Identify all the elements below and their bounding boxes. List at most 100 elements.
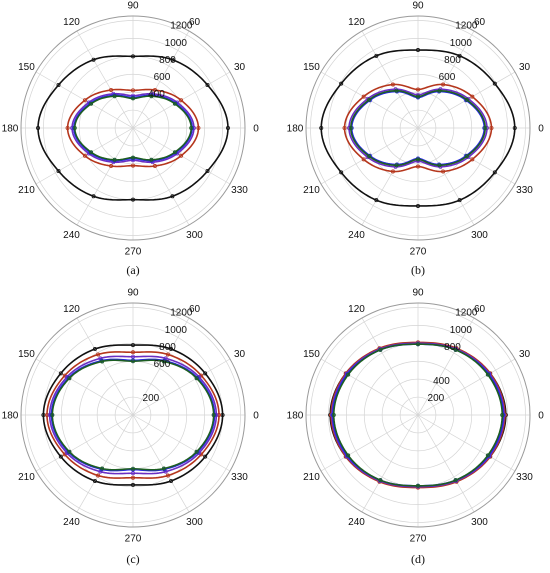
angle-tick-label: 150 (18, 349, 35, 360)
data-point (130, 466, 135, 471)
angle-tick-label: 0 (538, 411, 544, 422)
data-point (203, 454, 208, 459)
angle-tick-label: 120 (348, 17, 365, 28)
data-point (217, 412, 222, 417)
data-point (453, 347, 458, 352)
radial-tick-label: 600 (439, 72, 456, 83)
angle-tick-label: 240 (348, 517, 365, 528)
data-point (415, 342, 420, 347)
angular-gridline (417, 358, 516, 416)
data-point (65, 126, 70, 131)
data-point (130, 359, 135, 364)
data-point (415, 48, 420, 53)
angle-tick-label: 30 (234, 62, 246, 73)
radial-tick-label: 1200 (170, 308, 193, 319)
radial-tick-label: 200 (428, 393, 445, 404)
data-point (415, 94, 420, 99)
data-point (483, 126, 488, 131)
angle-tick-label: 60 (474, 304, 486, 315)
polar-boundary (20, 15, 246, 241)
data-point (82, 98, 87, 103)
polar-panel-3: 200 600 800 1000 1200 0 30 60 90 120 150 180 210 240 2… (2, 288, 260, 567)
data-point (130, 343, 135, 348)
angular-gridline (132, 358, 231, 416)
radial-tick-label: 800 (159, 342, 176, 353)
angle-tick-label: 240 (63, 517, 80, 528)
data-point (194, 376, 199, 381)
data-point (91, 57, 96, 62)
polar-panel-4: 200 400 800 1000 1200 0 30 60 90 120 150 180 210 240 2… (287, 288, 545, 567)
data-point (179, 98, 184, 103)
angle-tick-label: 0 (538, 124, 544, 135)
angle-tick-label: 180 (2, 411, 19, 422)
radial-tick-label: 1200 (455, 21, 478, 32)
angle-tick-label: 150 (303, 62, 320, 73)
data-point (89, 150, 94, 155)
data-point (367, 154, 372, 159)
data-point (130, 155, 135, 160)
data-point (100, 359, 105, 364)
data-point (165, 473, 170, 478)
data-point (457, 53, 462, 58)
data-point (394, 163, 399, 168)
angle-tick-label: 30 (519, 62, 531, 73)
data-point (130, 475, 135, 480)
panel-label: (c) (126, 552, 139, 566)
angle-tick-label: 240 (63, 230, 80, 241)
angle-tick-label: 180 (287, 124, 304, 135)
angle-tick-label: 180 (2, 124, 19, 135)
data-point (152, 164, 157, 169)
angular-gridline (361, 30, 419, 129)
angular-gridline (417, 317, 475, 416)
data-point (189, 126, 194, 131)
data-point (485, 372, 490, 377)
data-point (36, 126, 41, 131)
data-point (67, 376, 72, 381)
data-point (130, 163, 135, 168)
radial-tick-label: 600 (154, 359, 171, 370)
data-point (112, 157, 117, 162)
angle-tick-label: 120 (63, 17, 80, 28)
polar-boundary (20, 302, 246, 528)
data-point (346, 372, 351, 377)
angle-tick-label: 210 (303, 185, 320, 196)
data-point (205, 82, 210, 87)
angular-gridline (132, 414, 190, 513)
angular-gridline (132, 414, 231, 472)
angle-tick-label: 60 (474, 17, 486, 28)
radial-tick-label: 1000 (165, 38, 188, 49)
radial-tick-label: 200 (143, 393, 160, 404)
data-point (72, 126, 77, 131)
angle-tick-label: 330 (231, 185, 248, 196)
data-point (203, 371, 208, 376)
angle-tick-label: 120 (348, 304, 365, 315)
angle-tick-label: 270 (125, 247, 142, 258)
data-point (390, 169, 395, 174)
data-point (169, 478, 174, 483)
angle-tick-label: 210 (18, 185, 35, 196)
angle-tick-label: 0 (253, 411, 259, 422)
data-point (415, 157, 420, 162)
angle-tick-label: 330 (516, 472, 533, 483)
angular-gridline (417, 127, 475, 226)
panel-label: (a) (126, 263, 139, 277)
data-point (100, 466, 105, 471)
data-point (492, 81, 497, 86)
data-point (130, 88, 135, 93)
data-point (67, 449, 72, 454)
angle-tick-label: 330 (516, 185, 533, 196)
data-point (130, 197, 135, 202)
angle-tick-label: 300 (471, 517, 488, 528)
data-point (415, 164, 420, 169)
data-point (92, 347, 97, 352)
series-line (46, 351, 220, 479)
angle-tick-label: 270 (410, 247, 427, 258)
data-point (464, 97, 469, 102)
data-point (130, 482, 135, 487)
angular-gridline (417, 30, 475, 129)
series-line (42, 344, 224, 486)
data-point (361, 157, 366, 162)
angular-gridline (361, 127, 419, 226)
polar-boundary (305, 15, 531, 241)
angular-gridline (417, 414, 516, 472)
